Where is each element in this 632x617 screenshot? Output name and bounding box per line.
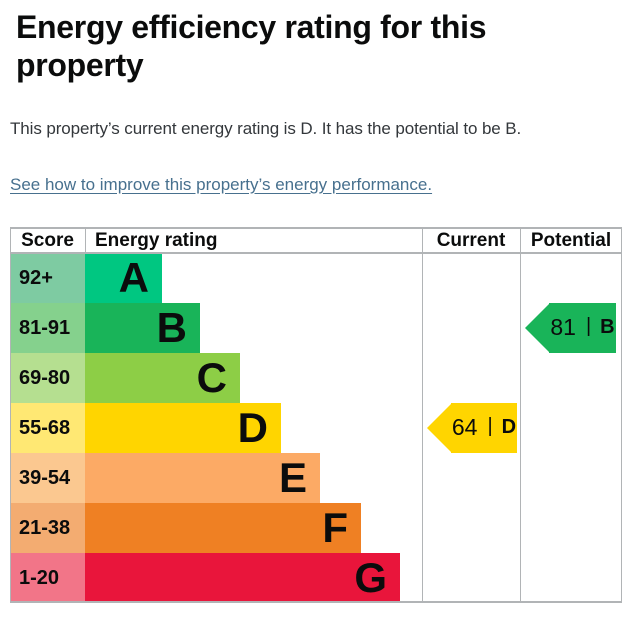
table-left-border [10,226,11,603]
marker-separator: | [585,315,592,338]
score-column-header: Score [21,229,74,251]
band-bar-c: C [85,352,240,403]
score-range-a: 92+ [10,252,85,303]
band-row-e: 39-54 E [10,452,400,503]
band-row-g: 1-20 G [10,552,400,603]
energy-rating-column-header: Energy rating [95,229,218,251]
page-title: Energy efficiency rating for this propert… [16,8,632,85]
current-column-header: Current [436,229,506,251]
score-column-divider [85,226,86,253]
page-title-line2: property [16,47,144,84]
current-band-letter: D [501,416,517,439]
score-range-f: 21-38 [10,502,85,553]
current-column-divider [422,226,423,603]
band-bar-d: D [85,402,281,453]
band-bar-f: F [85,502,361,553]
band-bar-a: A [85,252,162,303]
current-score-value: 64 [451,414,478,441]
marker-separator: | [487,415,493,438]
header-bottom-border [10,251,622,254]
potential-band-letter: B [600,316,615,339]
score-range-c: 69-80 [10,352,85,403]
band-row-a: 92+ A [10,252,400,303]
page: Energy efficiency rating for this propert… [0,8,632,603]
score-range-d: 55-68 [10,402,85,453]
band-letter-b: B [156,303,187,351]
band-letter-g: G [354,553,387,601]
band-row-b: 81-91 B [10,302,400,353]
potential-marker-body: 81 | B [549,302,616,353]
band-letter-a: A [118,253,149,301]
score-range-b: 81-91 [10,302,85,353]
table-right-border [621,226,622,603]
epc-chart: Score Energy rating Current Potential 92… [10,226,622,603]
band-row-d: 55-68 D [10,402,400,453]
table-bottom-border [10,600,622,603]
current-rating-marker: 64 | D [427,402,517,453]
potential-score-value: 81 [550,314,576,341]
band-letter-c: C [196,353,227,401]
current-marker-body: 64 | D [451,402,517,453]
potential-column-header: Potential [530,229,612,251]
band-row-c: 69-80 C [10,352,400,403]
band-bar-b: B [85,302,200,353]
band-letter-d: D [237,403,268,451]
band-letter-e: E [278,453,307,501]
chart-header-row: Score Energy rating Current Potential [10,227,622,253]
rating-summary-text: This property’s current energy rating is… [10,118,522,138]
score-range-e: 39-54 [10,452,85,503]
band-bar-e: E [85,452,320,503]
band-row-f: 21-38 F [10,502,400,553]
left-arrow-icon [427,402,452,453]
potential-column-divider [520,226,521,603]
band-bar-g: G [85,552,400,603]
page-title-line1: Energy efficiency rating for this [16,9,487,45]
table-top-border [10,226,622,229]
bands-container: 92+ A 81-91 B 69-80 C 55-68 D 39-54 E 21-38 F 1-20 G [10,252,400,603]
improve-performance-link[interactable]: See how to improve this property’s energ… [10,174,433,194]
left-arrow-icon [525,302,550,353]
score-range-g: 1-20 [10,552,85,603]
band-letter-f: F [322,503,348,551]
potential-rating-marker: 81 | B [525,302,616,353]
